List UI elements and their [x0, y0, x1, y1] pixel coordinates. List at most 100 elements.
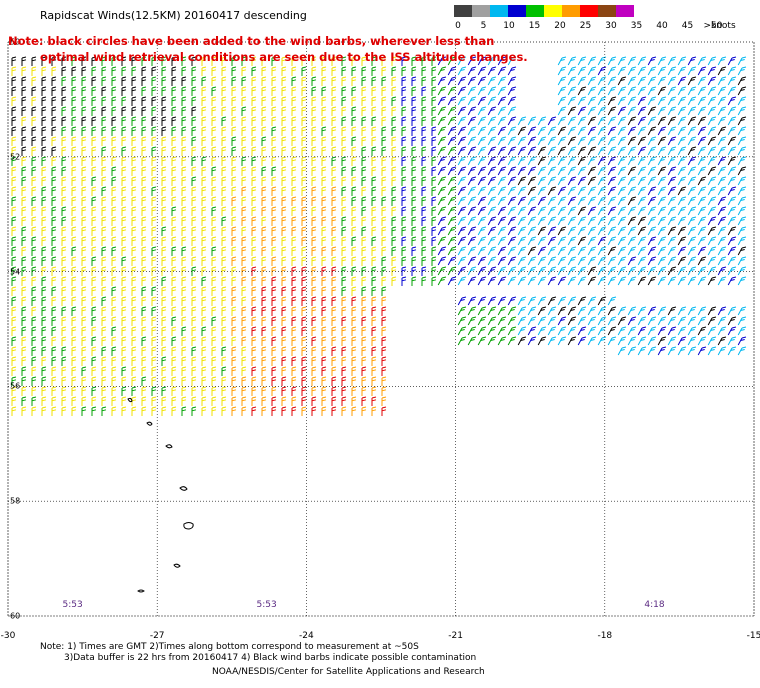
wind-barb — [381, 326, 387, 336]
wind-barb — [341, 316, 347, 326]
wind-barb — [331, 226, 337, 236]
wind-barb — [507, 276, 517, 286]
wind-barb — [577, 116, 587, 126]
wind-barb — [697, 156, 707, 166]
wind-barb — [577, 296, 587, 306]
wind-barb — [497, 206, 507, 216]
wind-barb — [421, 196, 427, 206]
wind-barb — [351, 356, 357, 366]
wind-barb — [301, 76, 307, 86]
wind-barb — [637, 276, 647, 286]
wind-barb — [71, 236, 77, 246]
wind-barb — [537, 316, 547, 326]
wind-barb — [261, 226, 267, 236]
wind-barb — [507, 96, 517, 106]
wind-barb — [301, 256, 307, 266]
wind-barb — [171, 376, 177, 386]
wind-barb — [687, 346, 697, 356]
wind-barb — [141, 276, 147, 286]
wind-barb — [351, 186, 357, 196]
wind-barb — [231, 256, 237, 266]
wind-barb — [627, 176, 637, 186]
wind-barb — [311, 86, 317, 96]
wind-barb — [81, 106, 87, 116]
wind-barb — [437, 186, 447, 196]
wind-barb — [597, 146, 607, 156]
wind-barb — [181, 76, 187, 86]
wind-barb — [31, 386, 37, 396]
wind-barb — [161, 196, 167, 206]
wind-barb — [401, 156, 407, 166]
wind-barb — [707, 136, 717, 146]
wind-barb — [497, 196, 507, 206]
wind-barb — [487, 66, 497, 76]
wind-barb — [517, 196, 527, 206]
wind-barb — [421, 276, 427, 286]
wind-barb — [361, 106, 367, 116]
wind-barb — [667, 276, 677, 286]
wind-barb — [457, 326, 467, 336]
wind-barb — [271, 326, 277, 336]
wind-barb — [141, 166, 147, 176]
wind-barb — [657, 66, 667, 76]
wind-barb — [91, 236, 97, 246]
wind-barb — [191, 256, 197, 266]
wind-barb — [457, 246, 467, 256]
wind-barb — [291, 356, 297, 366]
wind-barb — [271, 406, 277, 416]
wind-barb — [371, 386, 377, 396]
wind-barb — [697, 176, 707, 186]
wind-barb — [687, 326, 697, 336]
wind-barb — [507, 166, 517, 176]
wind-barb — [507, 256, 517, 266]
wind-barb — [567, 126, 577, 136]
wind-barb — [497, 66, 507, 76]
wind-barb — [687, 136, 697, 146]
legend-swatch — [490, 5, 508, 17]
wind-barb — [111, 76, 117, 86]
wind-barb — [361, 306, 367, 316]
wind-barb — [211, 256, 217, 266]
wind-barb — [487, 336, 497, 346]
wind-barb — [667, 106, 677, 116]
wind-barb — [351, 366, 357, 376]
wind-barb — [41, 126, 47, 136]
wind-barb — [271, 156, 277, 166]
wind-barb — [727, 186, 737, 196]
wind-barb — [51, 66, 57, 76]
wind-barb — [251, 146, 257, 156]
wind-barb — [401, 86, 407, 96]
wind-barb — [607, 316, 617, 326]
wind-barb — [627, 186, 637, 196]
wind-barb — [51, 376, 57, 386]
wind-barb — [181, 256, 187, 266]
wind-barb — [447, 166, 457, 176]
wind-barb — [717, 166, 727, 176]
wind-barb — [607, 56, 617, 66]
wind-barb — [727, 156, 737, 166]
wind-barb — [171, 66, 177, 76]
wind-barb — [191, 216, 197, 226]
wind-barb — [361, 216, 367, 226]
wind-barb — [71, 56, 77, 66]
wind-barb — [497, 186, 507, 196]
wind-barb — [351, 276, 357, 286]
wind-barb — [687, 306, 697, 316]
wind-barb — [507, 296, 517, 306]
wind-barb — [321, 116, 327, 126]
wind-barb — [667, 156, 677, 166]
wind-barb — [291, 166, 297, 176]
wind-barb — [597, 266, 607, 276]
wind-barb — [687, 216, 697, 226]
wind-barb — [737, 56, 747, 66]
wind-barb — [401, 256, 407, 266]
wind-barb — [11, 286, 17, 296]
wind-barb — [411, 266, 417, 276]
wind-barb — [161, 236, 167, 246]
wind-barb — [677, 336, 687, 346]
wind-barb — [271, 336, 277, 346]
wind-barb — [251, 316, 257, 326]
wind-barb — [11, 246, 17, 256]
wind-barb — [657, 346, 667, 356]
wind-barb — [251, 286, 257, 296]
